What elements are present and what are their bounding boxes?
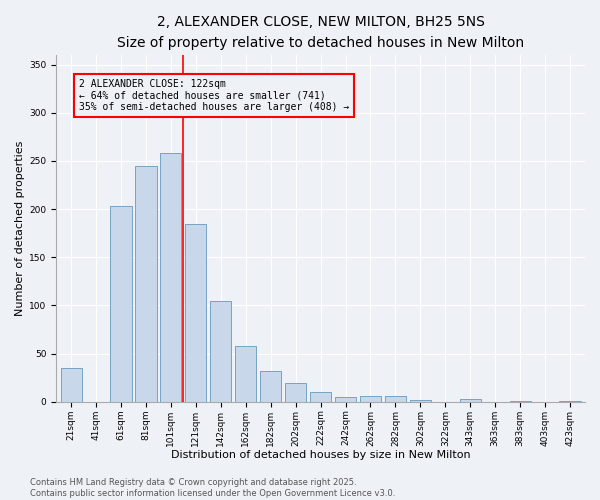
Bar [235, 346, 256, 402]
Bar [559, 401, 581, 402]
Bar [61, 368, 82, 402]
Bar [410, 400, 431, 402]
Bar [310, 392, 331, 402]
Bar [110, 206, 131, 402]
Text: Contains HM Land Registry data © Crown copyright and database right 2025.
Contai: Contains HM Land Registry data © Crown c… [30, 478, 395, 498]
Bar [509, 401, 531, 402]
Bar [185, 224, 206, 402]
Bar [210, 300, 232, 402]
Bar [136, 166, 157, 402]
Bar [335, 397, 356, 402]
Y-axis label: Number of detached properties: Number of detached properties [15, 140, 25, 316]
X-axis label: Distribution of detached houses by size in New Milton: Distribution of detached houses by size … [171, 450, 470, 460]
Bar [360, 396, 381, 402]
Bar [285, 382, 306, 402]
Text: 2 ALEXANDER CLOSE: 122sqm
← 64% of detached houses are smaller (741)
35% of semi: 2 ALEXANDER CLOSE: 122sqm ← 64% of detac… [79, 79, 349, 112]
Bar [460, 399, 481, 402]
Bar [385, 396, 406, 402]
Bar [260, 371, 281, 402]
Title: 2, ALEXANDER CLOSE, NEW MILTON, BH25 5NS
Size of property relative to detached h: 2, ALEXANDER CLOSE, NEW MILTON, BH25 5NS… [117, 15, 524, 50]
Bar [160, 153, 181, 402]
